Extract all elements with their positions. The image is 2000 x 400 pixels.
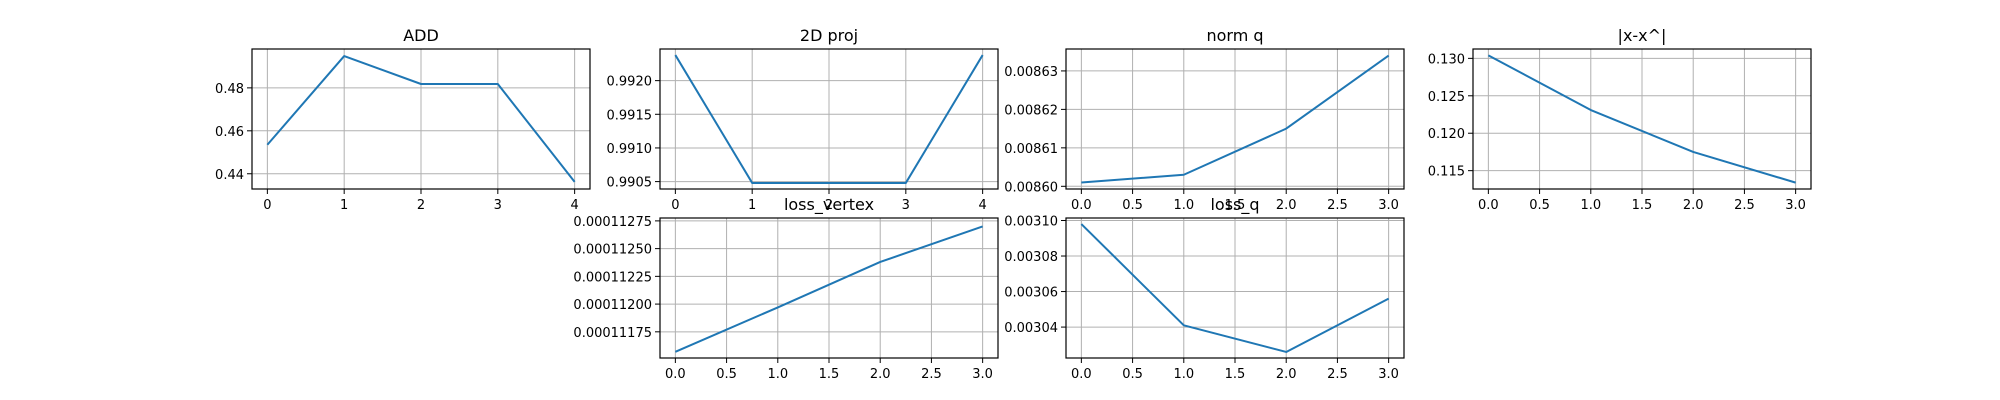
subplot-0: 0 1 2 3 4 0.44 0.46 0.48 ADD [215,26,591,213]
x-tick-label: 1.0 [1580,198,1601,213]
y-tick-label: 0.00011200 [573,298,652,313]
x-tick-label: 1.5 [1225,198,1246,213]
x-tick-label: 1.0 [767,367,788,382]
series-line [1081,54,1390,184]
x-tick-label: 2.0 [870,367,891,382]
y-tick-label: 0.00860 [1004,180,1058,195]
series-line [674,54,984,184]
x-tick-label: 2.5 [1327,367,1348,382]
x-tick-label: 3 [494,198,502,213]
subplot-4: 0.0 0.5 1.0 1.5 2.0 2.5 3.0 0.00011175 0.0001120… [573,195,999,382]
y-tick-label: 0.00011275 [573,215,652,230]
x-tick-label: 0 [263,198,271,213]
chart-title: norm q [1206,26,1263,45]
x-tick-label: 2 [417,198,425,213]
y-tick-label: 0.00861 [1004,142,1058,157]
x-tick-label: 0.0 [1478,198,1499,213]
series-line [266,55,576,183]
x-tick-label: 3.0 [1378,367,1399,382]
x-tick-label: 4 [570,198,578,213]
x-tick-label: 4 [978,198,986,213]
y-tick-label: 0.44 [215,168,244,183]
x-tick-label: 2.0 [1276,367,1297,382]
y-tick-label: 0.9910 [607,142,653,157]
x-tick-label: 3.0 [1785,198,1806,213]
y-tick-label: 0.48 [215,82,244,97]
x-tick-label: 2.5 [1327,198,1348,213]
y-tick-label: 0.00862 [1004,103,1058,118]
y-tick-label: 0.115 [1428,165,1465,180]
x-tick-label: 3.0 [972,367,993,382]
y-tick-label: 0.00308 [1004,250,1058,265]
x-tick-label: 0.5 [1122,198,1143,213]
x-tick-label: 2.0 [1683,198,1704,213]
y-tick-label: 0.00306 [1004,286,1058,301]
chart-title: ADD [403,26,439,45]
series-line [1487,54,1796,184]
y-tick-label: 0.120 [1428,127,1465,142]
y-tick-label: 0.00011225 [573,270,652,285]
y-tick-label: 0.00310 [1004,214,1058,229]
x-tick-label: 3 [902,198,910,213]
x-tick-label: 0.0 [1071,367,1092,382]
x-tick-label: 1.0 [1173,367,1194,382]
chart-title: |x-x^| [1618,26,1667,45]
x-tick-label: 1.5 [819,367,840,382]
y-tick-label: 0.9905 [607,176,653,191]
series-line [674,225,983,353]
y-tick-label: 0.125 [1428,90,1465,105]
x-tick-label: 1 [748,198,756,213]
x-tick-label: 2.5 [1734,198,1755,213]
x-tick-label: 1 [340,198,348,213]
y-tick-label: 0.00011250 [573,243,652,258]
x-tick-label: 0.5 [716,367,737,382]
x-tick-label: 0 [671,198,679,213]
x-tick-label: 2.0 [1276,198,1297,213]
chart-title: 2D proj [800,26,858,45]
x-tick-label: 2 [825,198,833,213]
subplot-3: 0.0 0.5 1.0 1.5 2.0 2.5 3.0 0.115 0.120 0.125 0.13… [1428,26,1812,213]
x-tick-label: 0.5 [1529,198,1550,213]
x-tick-label: 1.5 [1225,367,1246,382]
x-tick-label: 0.0 [665,367,686,382]
y-tick-label: 0.00011175 [573,326,652,341]
x-tick-label: 1.5 [1632,198,1653,213]
subplot-1: 0 1 2 3 4 0.9905 0.9910 0.9915 0.9920 2D proj [607,26,999,213]
y-tick-label: 0.00304 [1004,321,1058,336]
subplot-5: 0.0 0.5 1.0 1.5 2.0 2.5 3.0 0.00304 0.00306 0.003… [1004,195,1405,382]
chart-title: loss_vertex [784,195,874,215]
y-tick-label: 0.130 [1428,52,1465,67]
series-line [1080,223,1390,353]
x-tick-label: 3.0 [1378,198,1399,213]
y-tick-label: 0.00863 [1004,65,1058,80]
x-tick-label: 0.0 [1071,198,1092,213]
x-tick-label: 0.5 [1122,367,1143,382]
chart-title: loss_q [1210,195,1259,215]
y-tick-label: 0.9920 [607,75,653,90]
x-tick-label: 2.5 [921,367,942,382]
x-tick-label: 1.0 [1173,198,1194,213]
subplot-2: 0.0 0.5 1.0 1.5 2.0 2.5 3.0 0.00860 0.00861 0.008… [1004,26,1405,213]
y-tick-label: 0.9915 [607,108,653,123]
y-tick-label: 0.46 [215,125,244,140]
